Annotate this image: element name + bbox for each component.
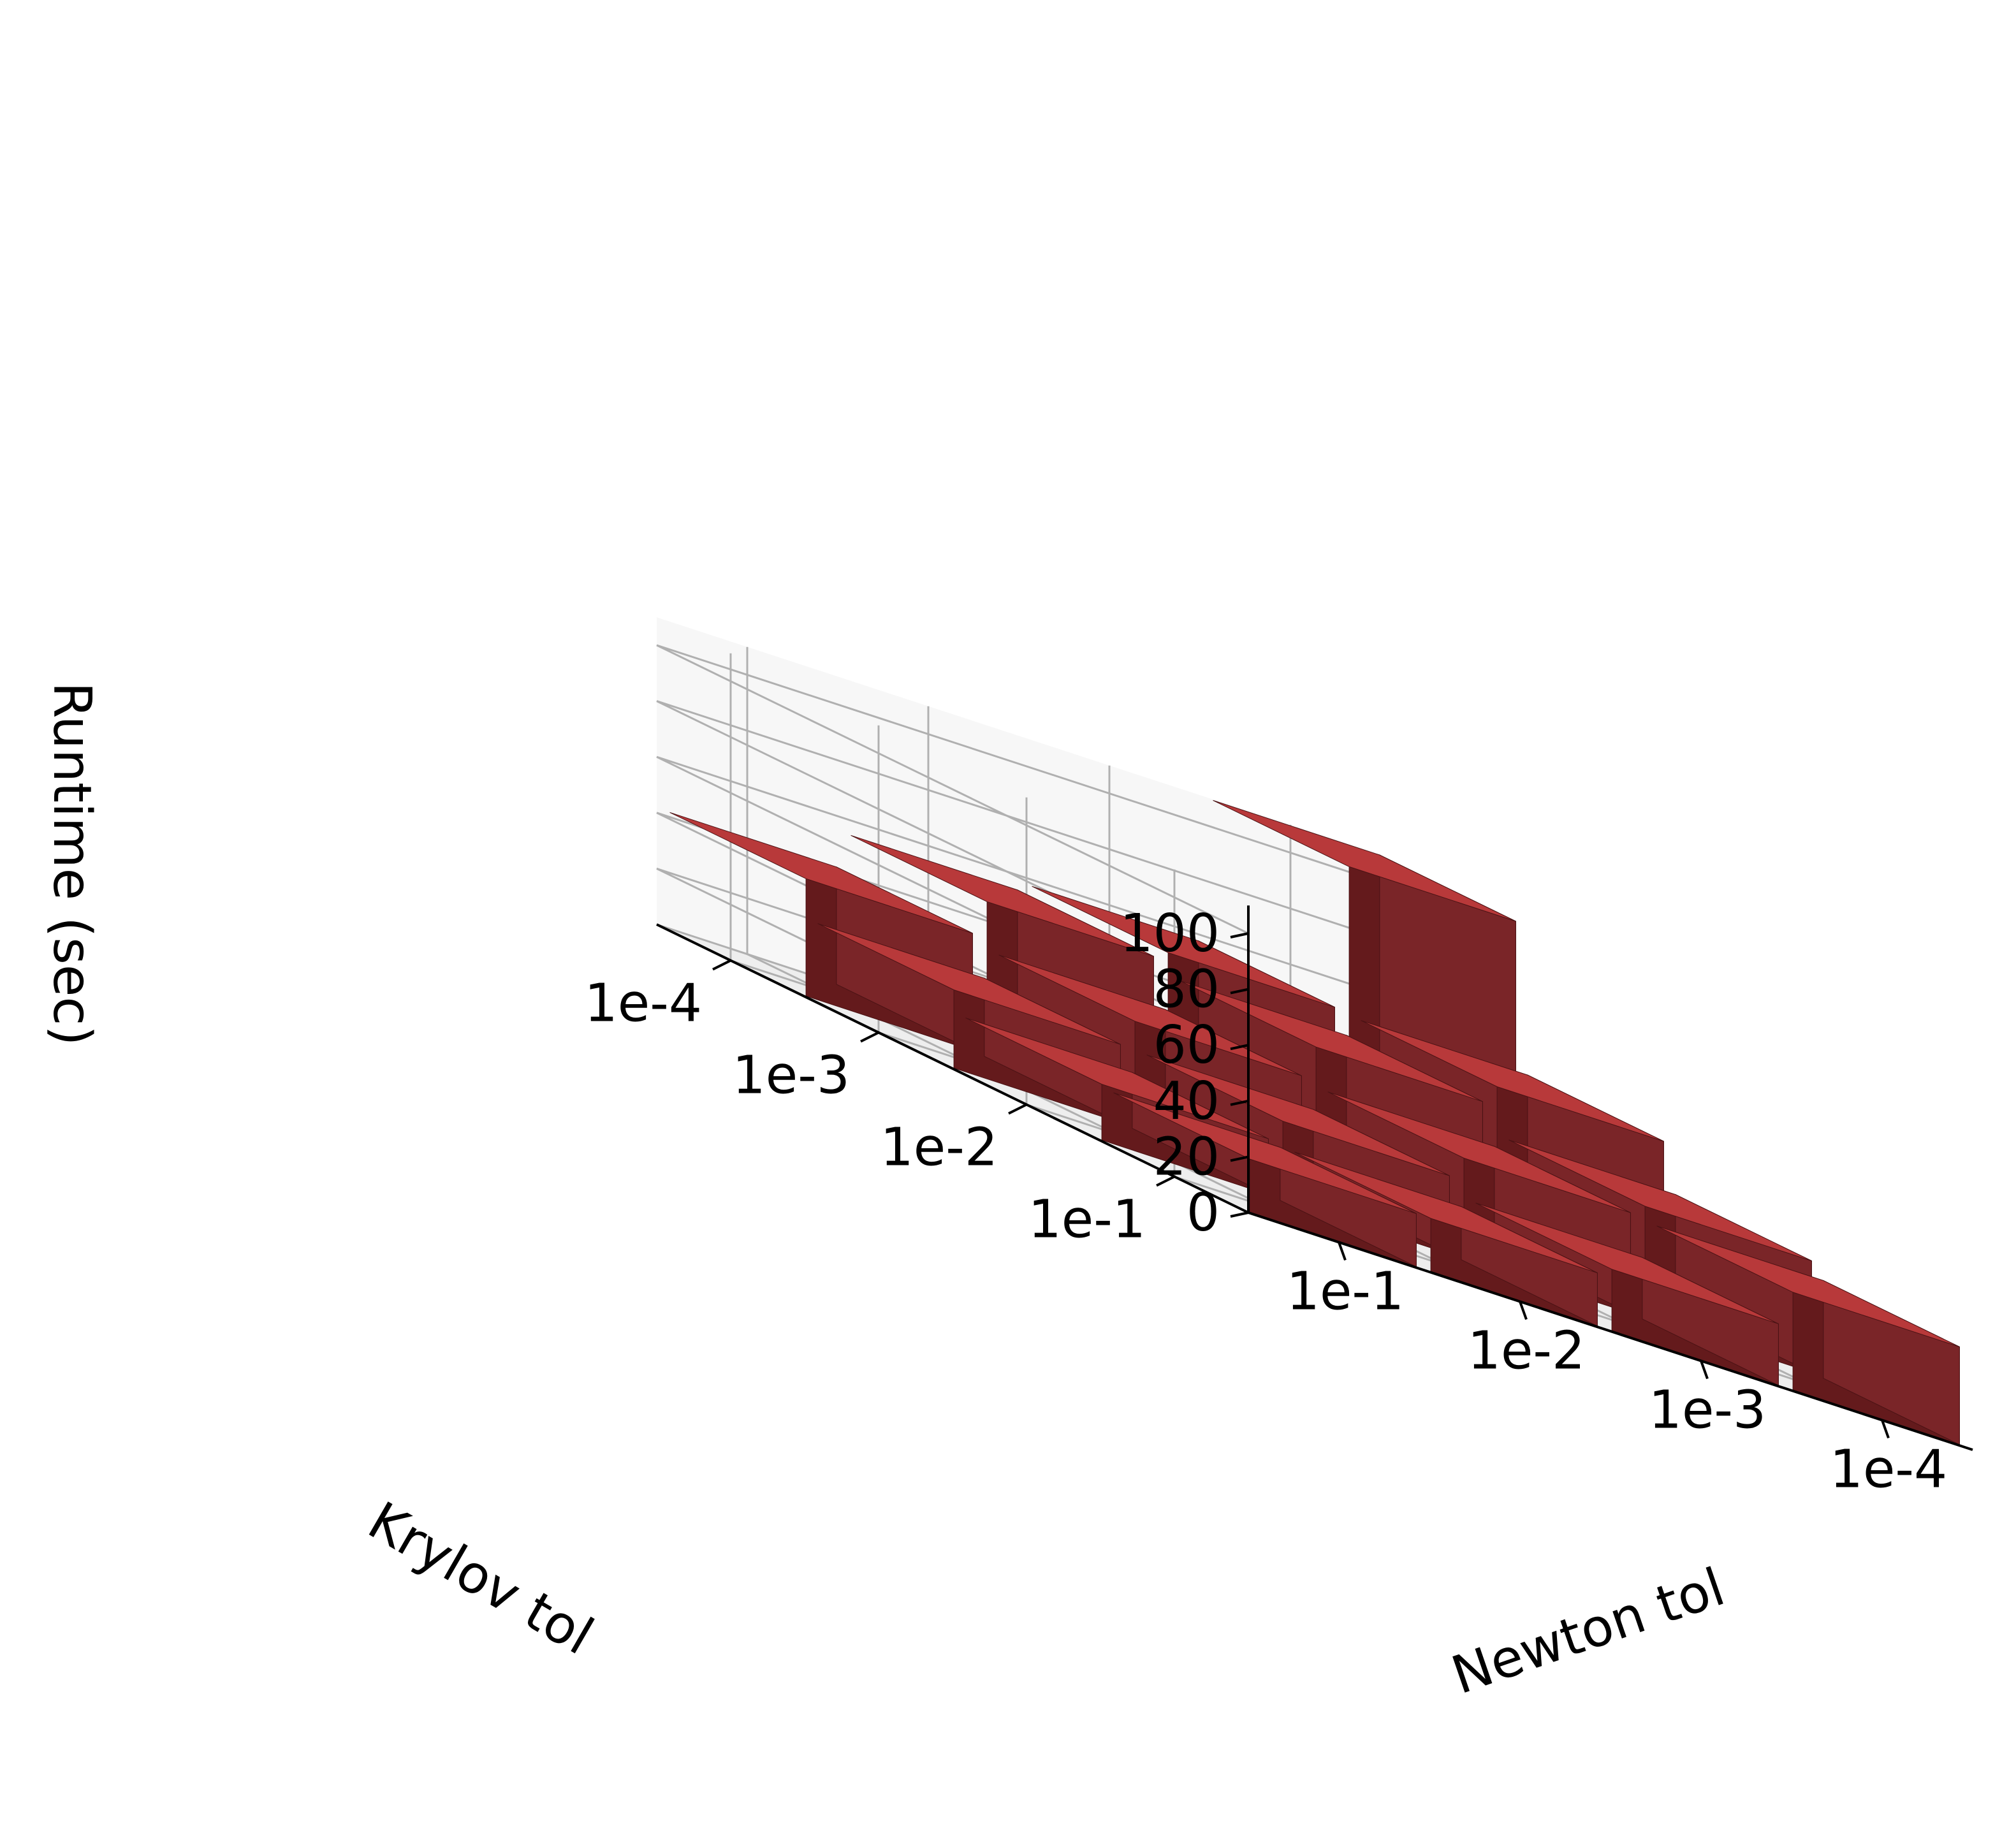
z-tick-label: 80 [1153, 960, 1220, 1020]
newton-tick [1881, 1419, 1890, 1439]
bar-top-face [1294, 1151, 1598, 1273]
bar-top-face [1180, 980, 1483, 1102]
z-tick [1230, 1044, 1249, 1051]
krylov-axis-label: Krylov tol [358, 1491, 603, 1667]
bar-top-face [1361, 1020, 1664, 1142]
z-tick [1230, 1155, 1249, 1162]
newton-tick-label: 1e-3 [1649, 1380, 1766, 1441]
bar-top-face [1475, 1202, 1779, 1324]
bar [1475, 1202, 1779, 1386]
krylov-tick [1008, 1103, 1027, 1115]
z-tick-label: 0 [1187, 1183, 1220, 1243]
bar-top-face [1327, 1091, 1631, 1213]
newton-tick-label: 1e-1 [1287, 1262, 1404, 1322]
bar-top-face [669, 812, 973, 934]
z-tick-label: 40 [1153, 1071, 1220, 1132]
bar-top-face [817, 923, 1121, 1045]
newton-tick [1700, 1360, 1709, 1380]
bar-top-face [965, 1018, 1269, 1139]
krylov-tick-label: 1e-4 [585, 974, 702, 1034]
newton-tick-label: 1e-4 [1830, 1440, 1947, 1500]
bar-top-face [1146, 1055, 1450, 1176]
bar-top-face [1213, 799, 1516, 922]
newton-tick [1519, 1301, 1528, 1320]
bar [1113, 1092, 1417, 1267]
krylov-tick-label: 1e-1 [1028, 1190, 1146, 1250]
newton-tick [1338, 1241, 1347, 1261]
z-tick [1230, 1099, 1249, 1106]
newton-tick-label: 1e-2 [1468, 1321, 1585, 1382]
bars-group [669, 799, 1960, 1445]
newton-axis-line [1248, 1211, 1973, 1451]
z-tick [1230, 932, 1249, 938]
z-axis-label: Runtime (sec) [41, 682, 102, 1046]
bar-top-face [1032, 886, 1335, 1008]
bar-top-face [998, 954, 1302, 1076]
newton-axis-label: Newton tol [1445, 1557, 1732, 1706]
z-tick-label: 100 [1120, 903, 1220, 964]
z-tick-label: 20 [1153, 1127, 1220, 1187]
krylov-tick [712, 959, 731, 971]
krylov-tick [1156, 1175, 1175, 1187]
bar [1294, 1151, 1598, 1327]
z-tick-label: 60 [1153, 1015, 1220, 1076]
z-tick [1230, 988, 1249, 995]
bar-top-face [1656, 1225, 1960, 1347]
krylov-axis-line [656, 923, 1249, 1214]
bar-top-face [1508, 1139, 1812, 1262]
krylov-tick-label: 1e-3 [733, 1046, 850, 1106]
krylov-tick [860, 1031, 879, 1043]
grid-line-z [656, 644, 1382, 935]
bar-top-face [1113, 1092, 1417, 1214]
z-tick [1230, 1211, 1249, 1218]
bar [1656, 1225, 1960, 1445]
axes-group [656, 905, 1973, 1451]
bar-top-face [851, 835, 1154, 957]
krylov-tick-label: 1e-2 [880, 1118, 998, 1178]
